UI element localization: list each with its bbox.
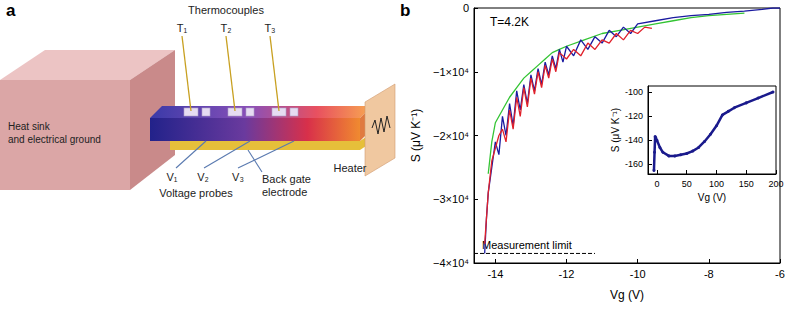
svg-text:-120: -120	[625, 111, 643, 121]
svg-text:b: b	[400, 1, 410, 20]
svg-text:Measurement limit: Measurement limit	[482, 239, 572, 251]
svg-text:T=4.2K: T=4.2K	[490, 15, 529, 29]
svg-text:T₁: T₁	[177, 22, 188, 34]
svg-text:150: 150	[739, 179, 754, 189]
svg-text:Thermocouples: Thermocouples	[188, 4, 264, 16]
svg-text:-10: -10	[630, 268, 646, 280]
svg-text:-6: -6	[775, 268, 785, 280]
svg-text:S (μV K⁻¹): S (μV K⁻¹)	[610, 108, 621, 152]
svg-text:0: 0	[463, 2, 469, 14]
svg-text:Vg (V): Vg (V)	[610, 288, 644, 302]
svg-text:-100: -100	[625, 87, 643, 97]
svg-text:electrode: electrode	[262, 186, 307, 198]
svg-text:a: a	[6, 1, 16, 20]
svg-text:100: 100	[709, 179, 724, 189]
svg-text:V₂: V₂	[197, 171, 209, 183]
svg-text:Vg (V): Vg (V)	[698, 192, 726, 203]
svg-text:Heater: Heater	[333, 162, 366, 174]
svg-text:Voltage probes: Voltage probes	[159, 187, 233, 199]
svg-text:-8: -8	[704, 268, 714, 280]
svg-text:−3×10⁴: −3×10⁴	[433, 193, 469, 205]
svg-text:and electrical ground: and electrical ground	[8, 134, 101, 145]
svg-text:200: 200	[768, 179, 783, 189]
svg-text:-160: -160	[625, 159, 643, 169]
svg-text:Back gate: Back gate	[262, 173, 311, 185]
svg-text:−1×10⁴: −1×10⁴	[433, 66, 469, 78]
svg-text:−2×10⁴: −2×10⁴	[433, 130, 469, 142]
svg-text:V₁: V₁	[166, 171, 177, 183]
svg-text:V₃: V₃	[232, 171, 244, 183]
svg-text:-140: -140	[625, 135, 643, 145]
svg-text:50: 50	[682, 179, 692, 189]
svg-text:-14: -14	[487, 268, 503, 280]
svg-text:-12: -12	[559, 268, 575, 280]
svg-text:0: 0	[654, 179, 659, 189]
svg-text:−4×10⁴: −4×10⁴	[433, 257, 469, 269]
svg-text:S (μV K⁻¹): S (μV K⁻¹)	[409, 109, 423, 163]
svg-text:T₂: T₂	[221, 22, 232, 34]
svg-text:Heat sink: Heat sink	[8, 121, 51, 132]
svg-text:T₃: T₃	[264, 22, 275, 34]
